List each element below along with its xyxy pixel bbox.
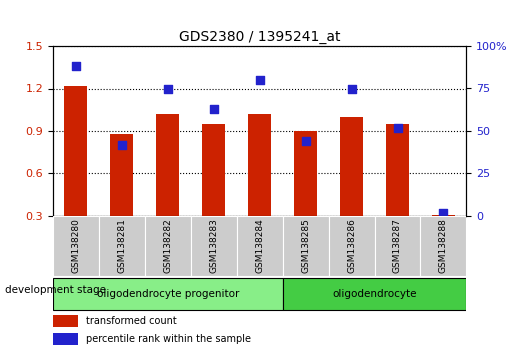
- Bar: [110, 134, 134, 216]
- Point: [255, 77, 264, 83]
- Point: [164, 86, 172, 91]
- Bar: [237, 216, 282, 276]
- Text: GSM138281: GSM138281: [118, 218, 126, 274]
- Bar: [65, 86, 87, 216]
- Text: GSM138282: GSM138282: [163, 219, 172, 273]
- Text: GSM138288: GSM138288: [439, 218, 448, 274]
- Point: [302, 138, 310, 144]
- Text: GSM138285: GSM138285: [301, 218, 310, 274]
- Bar: [53, 315, 78, 327]
- Bar: [375, 216, 420, 276]
- Bar: [99, 216, 145, 276]
- Text: GSM138280: GSM138280: [72, 218, 81, 274]
- Text: GSM138284: GSM138284: [255, 219, 264, 273]
- Text: GSM138286: GSM138286: [347, 218, 356, 274]
- Bar: [329, 216, 375, 276]
- Text: oligodendrocyte: oligodendrocyte: [332, 289, 417, 299]
- Point: [347, 86, 356, 91]
- Bar: [145, 216, 191, 276]
- Bar: [248, 114, 271, 216]
- Bar: [191, 216, 237, 276]
- Bar: [53, 333, 78, 345]
- Bar: [53, 216, 99, 276]
- Bar: [202, 124, 225, 216]
- Bar: [156, 114, 179, 216]
- Bar: [294, 131, 317, 216]
- Point: [209, 106, 218, 112]
- Point: [439, 210, 448, 215]
- Point: [72, 64, 80, 69]
- Text: oligodendrocyte progenitor: oligodendrocyte progenitor: [96, 289, 239, 299]
- Point: [393, 125, 402, 130]
- Bar: [386, 124, 409, 216]
- Bar: [340, 117, 363, 216]
- Bar: [420, 216, 466, 276]
- Bar: [282, 278, 466, 310]
- Title: GDS2380 / 1395241_at: GDS2380 / 1395241_at: [179, 30, 340, 44]
- Text: development stage: development stage: [5, 285, 107, 295]
- Text: GSM138283: GSM138283: [209, 218, 218, 274]
- Text: percentile rank within the sample: percentile rank within the sample: [86, 334, 251, 344]
- Bar: [282, 216, 329, 276]
- Text: transformed count: transformed count: [86, 316, 177, 326]
- Bar: [432, 215, 455, 216]
- Point: [118, 142, 126, 147]
- Text: GSM138287: GSM138287: [393, 218, 402, 274]
- Bar: [53, 278, 282, 310]
